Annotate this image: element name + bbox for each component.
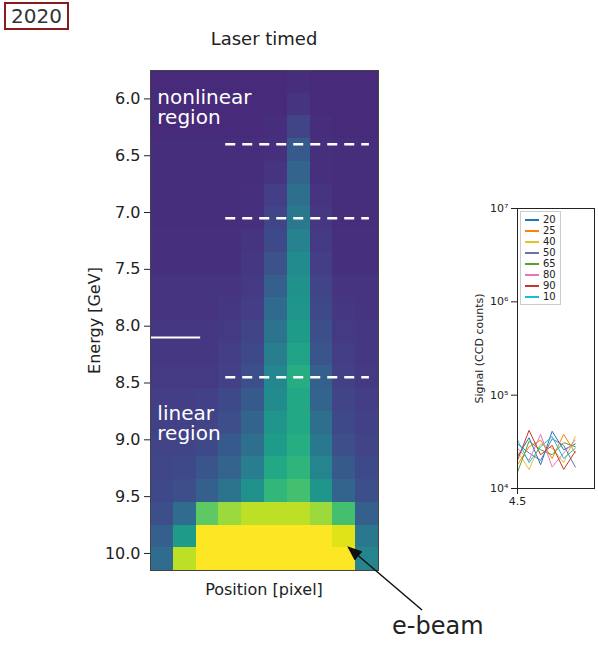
svg-text:6.5: 6.5 — [115, 146, 140, 165]
svg-text:10⁴: 10⁴ — [490, 482, 509, 495]
svg-text:7.0: 7.0 — [115, 203, 140, 222]
html-text:90: 90 — [543, 280, 556, 291]
svg-text:10.0: 10.0 — [105, 544, 141, 563]
svg-text:8.5: 8.5 — [115, 373, 140, 392]
html-text:40: 40 — [543, 236, 556, 247]
svg-text:Signal (CCD counts): Signal (CCD counts) — [473, 294, 486, 404]
svg-text:9.0: 9.0 — [115, 430, 140, 449]
svg-text:4.5: 4.5 — [509, 495, 527, 508]
svg-text:nonlinearregion: nonlinearregion — [157, 85, 252, 129]
svg-text:7.5: 7.5 — [115, 259, 140, 278]
html-text:80: 80 — [543, 269, 556, 280]
html-text:10: 10 — [543, 291, 556, 302]
html-text:20: 20 — [543, 214, 556, 225]
svg-text:10⁷: 10⁷ — [490, 202, 508, 215]
svg-text:6.0: 6.0 — [115, 89, 140, 108]
html-text:2020: 2020 — [11, 4, 62, 28]
html-text:50: 50 — [543, 247, 556, 258]
html-text:Laser timed: Laser timed — [210, 28, 318, 49]
html-text:65: 65 — [543, 258, 556, 269]
svg-text:10⁵: 10⁵ — [490, 389, 508, 402]
html-text:25: 25 — [543, 225, 556, 236]
svg-text:linearregion: linearregion — [157, 401, 220, 445]
html-text:e-beam: e-beam — [392, 612, 484, 640]
svg-text:9.5: 9.5 — [115, 487, 140, 506]
svg-text:Energy [GeV]: Energy [GeV] — [85, 267, 104, 374]
svg-text:10⁶: 10⁶ — [490, 295, 509, 308]
html-text:Position [pixel]: Position [pixel] — [205, 580, 323, 599]
svg-text:8.0: 8.0 — [115, 316, 140, 335]
